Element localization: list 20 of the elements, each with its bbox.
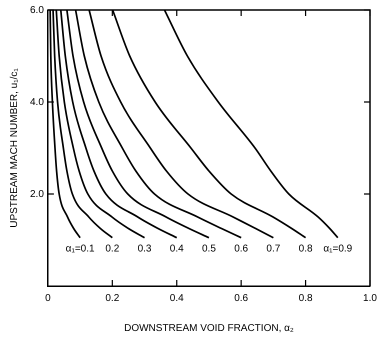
annotation: 0.2 bbox=[105, 243, 120, 254]
x-axis-title: DOWNSTREAM VOID FRACTION, α₂ bbox=[124, 322, 294, 334]
x-tick-label: 0.8 bbox=[298, 292, 313, 304]
annotation: 0.5 bbox=[202, 243, 216, 254]
annotation: α₁=0.9 bbox=[323, 243, 353, 254]
x-tick-label: 0.4 bbox=[170, 292, 184, 304]
annotation: 0.6 bbox=[234, 243, 249, 254]
annotation: 0.7 bbox=[266, 243, 281, 254]
y-tick-label: 6.0 bbox=[30, 4, 44, 16]
x-tick-label: 0 bbox=[45, 292, 52, 304]
annotation: α₁=0.1 bbox=[66, 243, 95, 254]
y-axis-title: UPSTREAM MACH NUMBER, u₁/c₁ bbox=[8, 68, 20, 228]
y-tick-label: 2.0 bbox=[30, 188, 44, 200]
y-tick-label: 4.0 bbox=[30, 96, 44, 108]
annotation: 0.4 bbox=[170, 243, 184, 254]
x-tick-label: 0.6 bbox=[234, 292, 249, 304]
x-tick-label: 1.0 bbox=[363, 292, 378, 304]
annotation: 0.3 bbox=[138, 243, 152, 254]
annotation: 0.8 bbox=[298, 243, 313, 254]
x-tick-label: 0.2 bbox=[105, 292, 120, 304]
